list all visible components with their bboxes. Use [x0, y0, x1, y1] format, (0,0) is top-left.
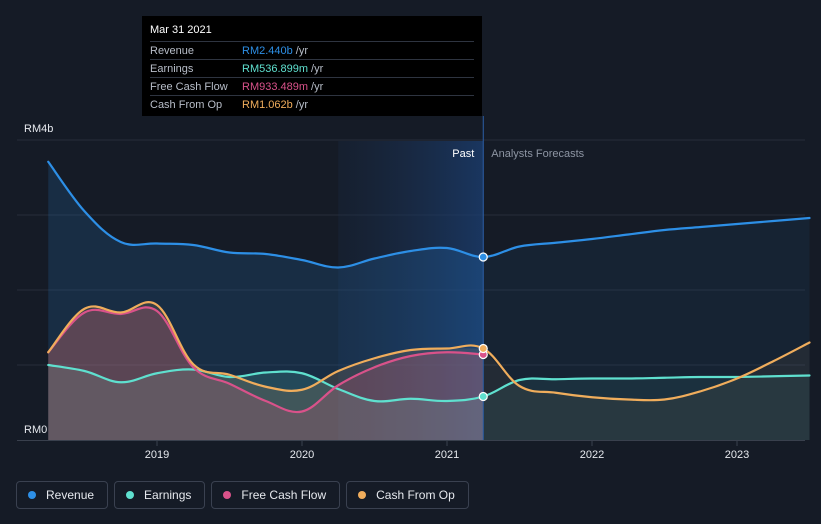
tooltip-row: Revenue RM2.440b/yr [150, 41, 474, 59]
legend-dot-icon [28, 491, 36, 499]
revenue-marker [478, 252, 488, 262]
tooltip-row-label: Revenue [150, 44, 195, 57]
tooltip-row: Free Cash Flow RM933.489m/yr [150, 77, 474, 95]
legend-item-earnings[interactable]: Earnings [114, 481, 206, 509]
cash-from-op-line [47, 301, 811, 402]
revenue-area-past [48, 161, 484, 440]
tooltip-row-label: Earnings [150, 62, 194, 75]
legend-item-revenue[interactable]: Revenue [16, 481, 109, 509]
legend-item-free-cash-flow[interactable]: Free Cash Flow [211, 481, 341, 509]
earnings-area-forecast [483, 375, 810, 440]
legend-dot-icon [126, 491, 135, 499]
tooltip-row-unit: /yr [295, 98, 308, 111]
tooltip-row-label: Free Cash Flow [150, 80, 228, 93]
legend-item-label: Revenue [46, 488, 95, 502]
y-axis-top-label: RM4b [24, 123, 53, 135]
x-tick-label: 2021 [435, 449, 459, 461]
y-axis-bottom-label: RM0 [24, 424, 47, 436]
legend-item-cash-from-op[interactable]: Cash From Op [346, 481, 469, 509]
tooltip-row-unit: /yr [295, 44, 308, 57]
earnings-area-past [48, 365, 484, 440]
earnings-line [47, 363, 811, 403]
highlight-markers [478, 252, 488, 402]
x-axis-ticks: 2019 2020 2021 2022 2023 [145, 440, 749, 461]
legend-dot-icon [358, 491, 367, 499]
tooltip-row: Cash From Op RM1.062b/yr [150, 95, 474, 113]
tooltip-row-unit: /yr [311, 80, 324, 93]
tooltip-row: Earnings RM536.899m/yr [150, 59, 474, 77]
cash-from-op-area-past [48, 302, 484, 440]
series-lines [47, 160, 811, 414]
past-label: Past [452, 148, 474, 160]
chart-canvas: 2019 2020 2021 2022 2023 RM4b RM0 Past Analy… [17, 116, 811, 461]
legend-item-label: Cash From Op [376, 488, 455, 502]
x-tick-label: 2020 [290, 449, 314, 461]
tooltip-row-value: RM933.489m [242, 80, 309, 93]
past-highlight-band [338, 141, 484, 440]
free-cash-flow-line [47, 306, 485, 414]
cash-from-op-marker [478, 343, 488, 354]
tooltip-row-unit: /yr [311, 62, 324, 75]
tooltip-row-value: RM1.062b [242, 98, 293, 111]
x-tick-label: 2022 [580, 449, 604, 461]
forecast-label: Analysts Forecasts [491, 148, 584, 160]
legend-dot-icon [223, 491, 232, 499]
tooltip-row-value: RM536.899m [242, 62, 309, 75]
tooltip-row-value: RM2.440b [242, 44, 293, 57]
legend-item-label: Free Cash Flow [241, 488, 327, 502]
revenue-area-forecast [483, 218, 810, 440]
tooltip: Mar 31 2021 Revenue RM2.440b/yr Earnings RM… [142, 16, 482, 116]
tooltip-date: Mar 31 2021 [150, 24, 212, 36]
revenue-line [47, 160, 811, 269]
legend-item-label: Earnings [144, 488, 192, 502]
x-tick-label: 2019 [145, 449, 169, 461]
cash-from-op-area-forecast [483, 342, 810, 440]
x-tick-label: 2023 [725, 449, 749, 461]
tooltip-row-label: Cash From Op [150, 98, 223, 111]
free-cash-flow-area-past [48, 307, 484, 440]
series-areas [48, 161, 810, 440]
legend: Revenue Earnings Free Cash Flow Cash From O… [16, 481, 469, 509]
earnings-marker [478, 391, 488, 402]
